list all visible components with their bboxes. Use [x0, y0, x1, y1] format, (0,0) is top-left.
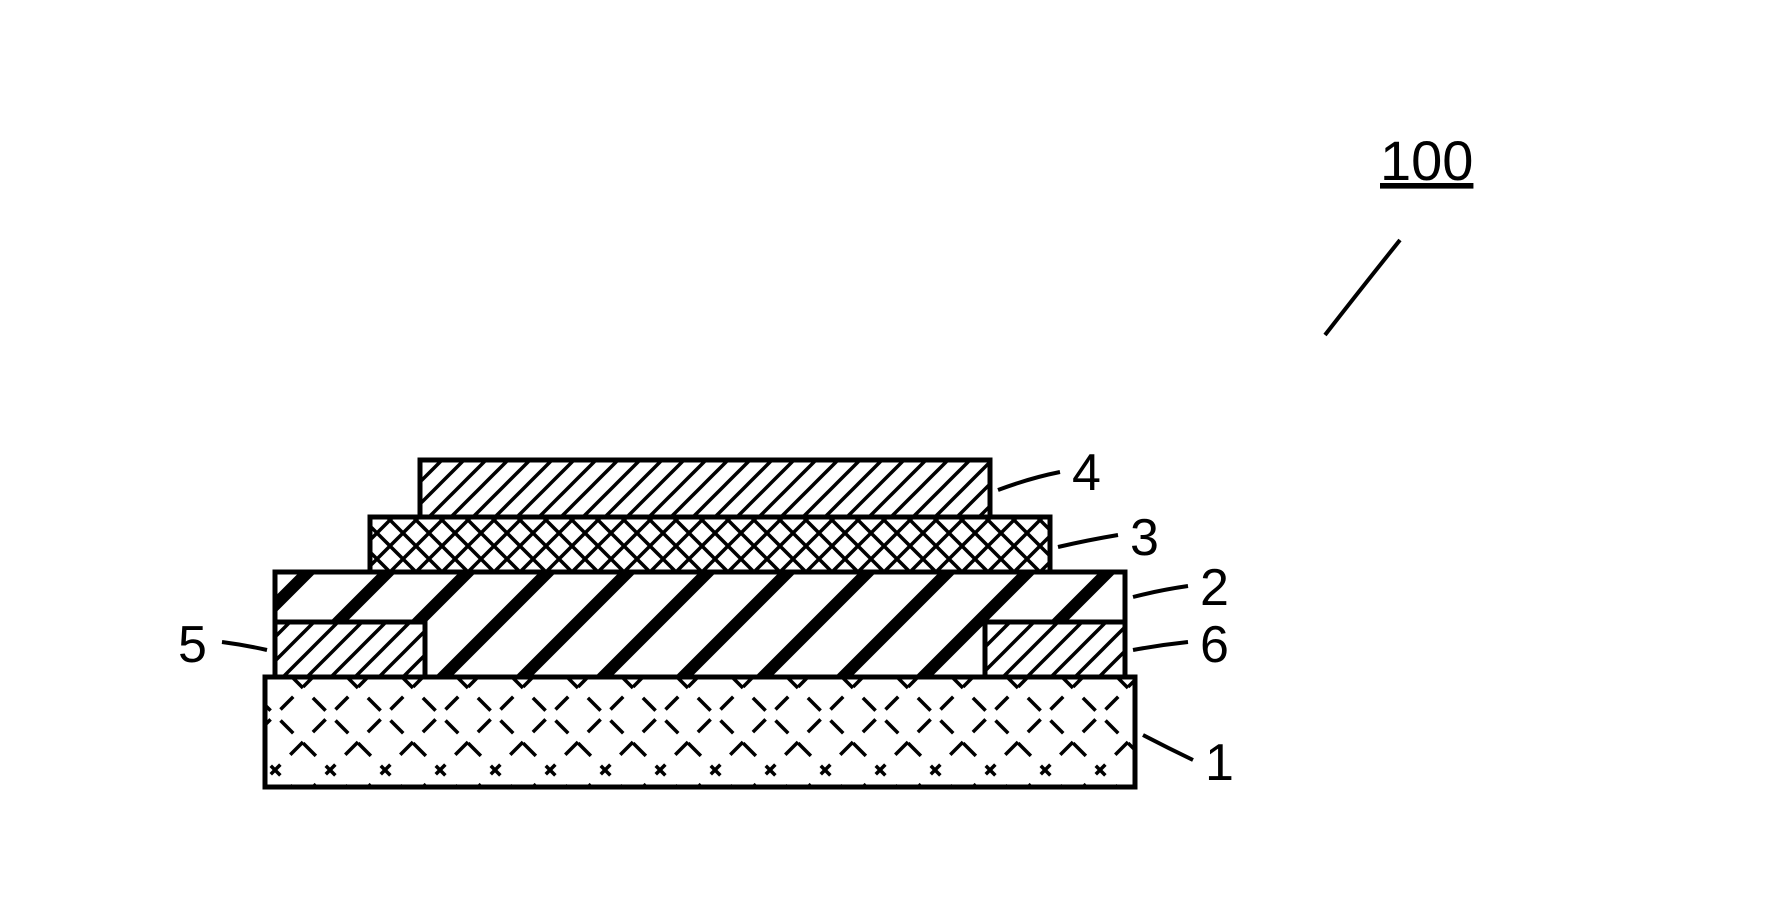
- label-2: 2: [1200, 559, 1229, 617]
- assembly-ref-leader: [1325, 240, 1400, 335]
- label-5: 5: [178, 616, 207, 674]
- label-3: 3: [1130, 509, 1159, 567]
- label-1: 1: [1205, 734, 1234, 792]
- cross-section-diagram: 100 4 3 2 6: [0, 0, 1771, 905]
- callout-2: 2: [1133, 559, 1229, 617]
- label-4: 4: [1072, 444, 1101, 502]
- label-6: 6: [1200, 616, 1229, 674]
- callout-6: 6: [1133, 616, 1229, 674]
- layer-6: [985, 622, 1125, 677]
- layer-1: [265, 677, 1135, 787]
- layer-3: [370, 517, 1050, 572]
- assembly-ref: 100: [1325, 129, 1473, 335]
- layer-4: [420, 460, 990, 517]
- layer-5: [275, 622, 425, 677]
- assembly-ref-label: 100: [1380, 129, 1473, 192]
- callout-1: 1: [1143, 734, 1234, 792]
- callout-5: 5: [178, 616, 267, 674]
- callout-3: 3: [1058, 509, 1159, 567]
- callout-4: 4: [998, 444, 1101, 502]
